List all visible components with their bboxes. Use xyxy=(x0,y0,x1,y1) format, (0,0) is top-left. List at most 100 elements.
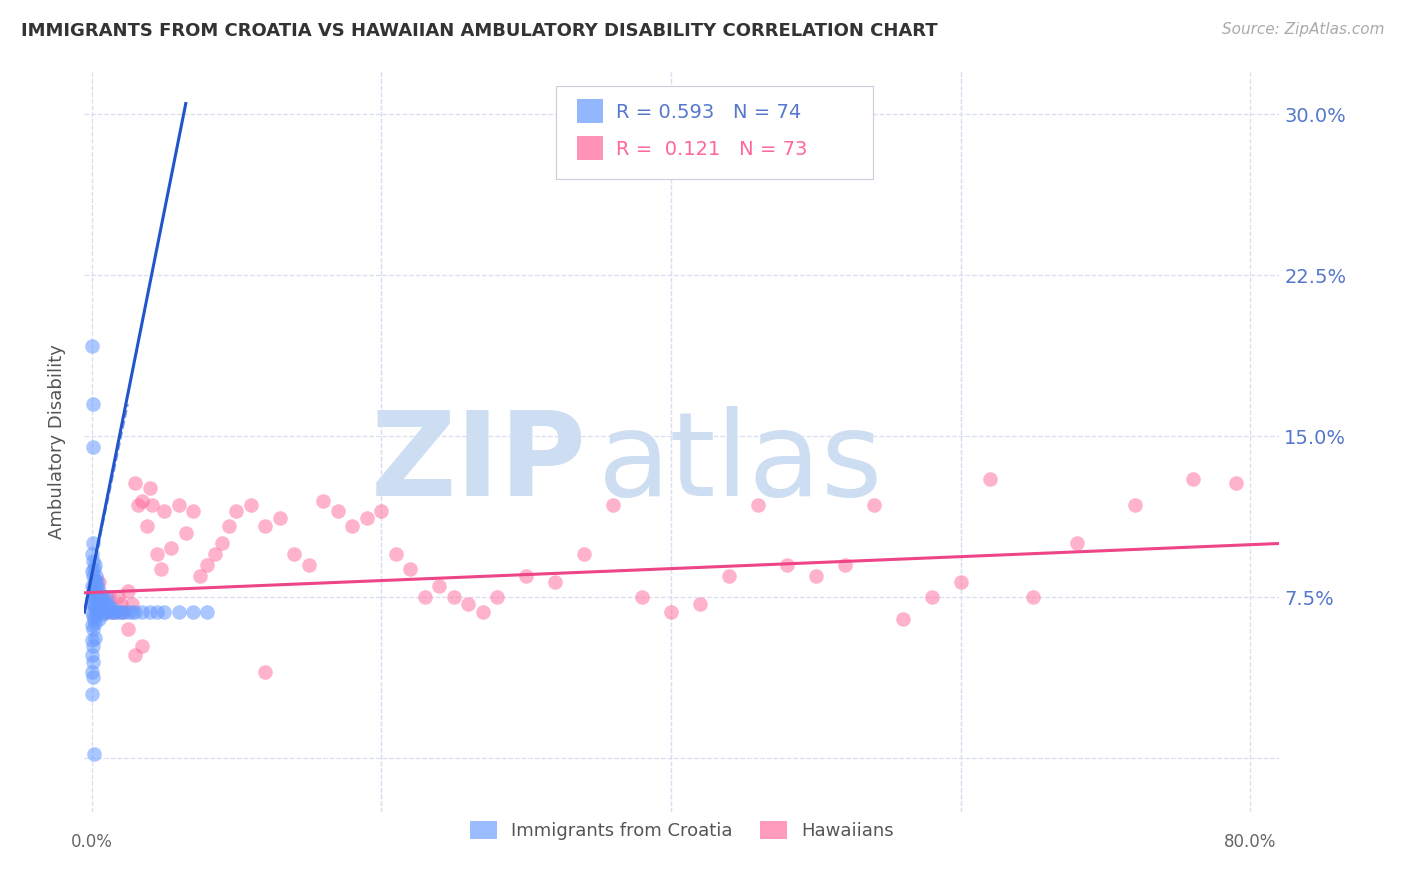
Point xyxy=(82,397,104,411)
Point xyxy=(82,583,104,598)
Point xyxy=(141,498,163,512)
Point xyxy=(112,605,135,619)
Point xyxy=(515,568,537,582)
Point xyxy=(197,558,219,572)
Point xyxy=(82,655,104,669)
Point xyxy=(124,605,146,619)
Point xyxy=(87,611,110,625)
Point xyxy=(117,605,139,619)
Point xyxy=(197,605,219,619)
Point xyxy=(82,339,104,353)
Point xyxy=(181,605,204,619)
Point xyxy=(94,605,117,619)
Point xyxy=(146,547,169,561)
Text: 80.0%: 80.0% xyxy=(1225,833,1277,851)
Point xyxy=(370,504,392,518)
Point xyxy=(747,498,769,512)
Point xyxy=(689,597,711,611)
Point xyxy=(124,476,146,491)
Point xyxy=(83,747,105,761)
Point xyxy=(91,594,114,608)
Point xyxy=(87,575,110,590)
Point xyxy=(91,590,114,604)
Point xyxy=(717,568,740,582)
Point xyxy=(87,583,110,598)
Point xyxy=(413,590,436,604)
Point xyxy=(93,597,115,611)
Point xyxy=(138,605,160,619)
Point xyxy=(117,623,139,637)
Point xyxy=(949,575,972,590)
FancyBboxPatch shape xyxy=(557,87,873,178)
Point xyxy=(86,605,108,619)
Point xyxy=(84,583,107,598)
Point xyxy=(146,605,169,619)
Point xyxy=(83,597,105,611)
Point xyxy=(659,605,682,619)
Point xyxy=(1123,498,1146,512)
Point xyxy=(82,440,104,454)
Point xyxy=(117,583,139,598)
Point xyxy=(89,588,111,602)
Point xyxy=(83,573,105,587)
Point xyxy=(153,504,176,518)
Point xyxy=(87,597,110,611)
Point xyxy=(544,575,567,590)
Point xyxy=(188,568,211,582)
Point xyxy=(269,510,291,524)
Point xyxy=(356,510,378,524)
Point xyxy=(82,640,104,654)
Point xyxy=(83,588,105,602)
Point xyxy=(90,605,112,619)
Point xyxy=(204,547,226,561)
Point xyxy=(254,519,277,533)
Point xyxy=(82,592,104,607)
Point xyxy=(82,648,104,662)
Point xyxy=(443,590,465,604)
Point xyxy=(131,640,153,654)
Point xyxy=(110,605,132,619)
Point xyxy=(211,536,233,550)
Point xyxy=(631,590,654,604)
Text: Source: ZipAtlas.com: Source: ZipAtlas.com xyxy=(1222,22,1385,37)
Point xyxy=(82,609,104,624)
Point xyxy=(82,623,104,637)
Text: ZIP: ZIP xyxy=(370,406,586,521)
Point xyxy=(83,562,105,576)
Point xyxy=(82,633,104,648)
Point xyxy=(94,605,117,619)
Point xyxy=(399,562,422,576)
Point xyxy=(225,504,247,518)
Point xyxy=(83,579,105,593)
Point xyxy=(124,648,146,662)
Point xyxy=(84,590,107,604)
Point xyxy=(160,541,183,555)
Point xyxy=(94,590,117,604)
Point xyxy=(84,600,107,615)
Point xyxy=(602,498,624,512)
Point xyxy=(457,597,479,611)
Point xyxy=(298,558,321,572)
Point xyxy=(82,536,104,550)
Point xyxy=(326,504,349,518)
Point xyxy=(153,605,176,619)
Point xyxy=(283,547,305,561)
Point xyxy=(82,568,104,582)
Point xyxy=(86,590,108,604)
Point xyxy=(82,597,104,611)
Point xyxy=(82,687,104,701)
Point xyxy=(86,575,108,590)
Point xyxy=(181,504,204,518)
Point xyxy=(86,579,108,593)
Point xyxy=(100,605,122,619)
Point xyxy=(83,615,105,630)
Point xyxy=(572,547,595,561)
Point xyxy=(83,558,105,572)
Point xyxy=(427,579,450,593)
Point xyxy=(127,498,149,512)
Bar xyxy=(576,99,603,123)
Legend: Immigrants from Croatia, Hawaiians: Immigrants from Croatia, Hawaiians xyxy=(463,814,901,847)
Point xyxy=(921,590,943,604)
Point xyxy=(96,597,118,611)
Point xyxy=(89,600,111,615)
